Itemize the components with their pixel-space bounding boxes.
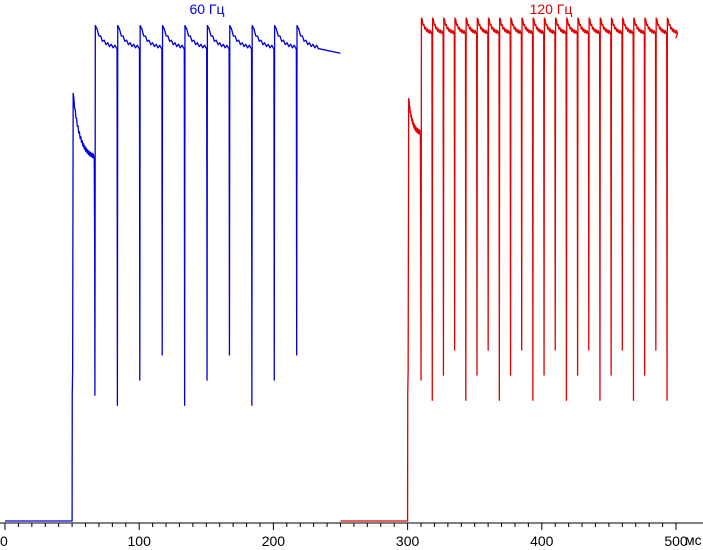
x-tick-label: 500 xyxy=(664,533,688,549)
x-tick-label: 200 xyxy=(262,533,286,549)
x-tick-label: 400 xyxy=(530,533,554,549)
series-line-60hz xyxy=(5,24,341,522)
x-tick-label: 100 xyxy=(128,533,152,549)
x-axis: 0 100 200 300 400 500 xyxy=(0,522,703,549)
series-label-60hz: 60 Гц xyxy=(189,1,224,17)
x-tick-label: 300 xyxy=(396,533,420,549)
series-line-120hz xyxy=(340,17,679,522)
x-tick-label: 0 xyxy=(0,533,8,549)
x-axis-unit-label: мс xyxy=(685,532,702,548)
plot-area xyxy=(5,17,679,522)
series-label-120hz: 120 Гц xyxy=(530,1,573,17)
